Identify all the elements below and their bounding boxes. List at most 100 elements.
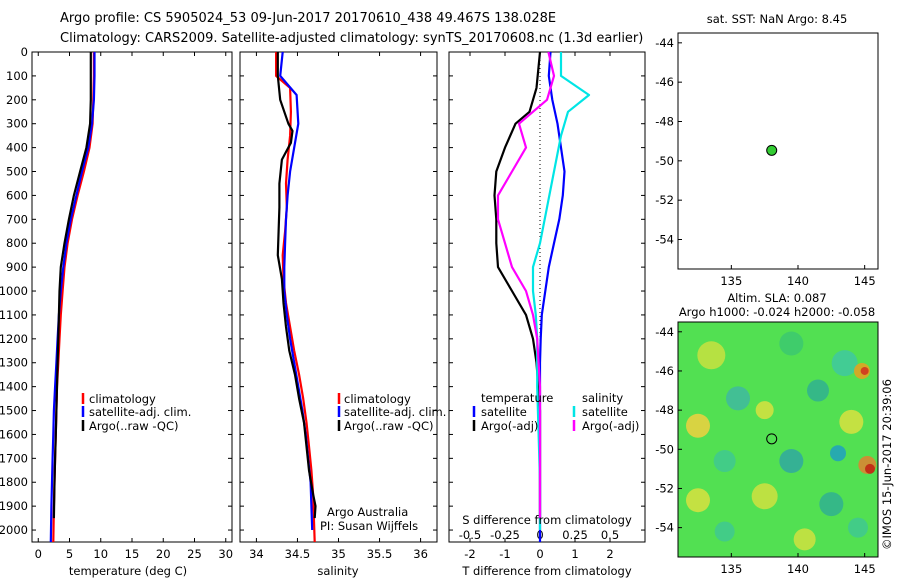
y-tick-label: 300 <box>6 117 28 131</box>
temperature-xlabel: temperature (deg C) <box>69 564 187 578</box>
salinity-legend: climatology satellite-adj. clim. Argo(..… <box>337 392 446 433</box>
sst-map-title: sat. SST: NaN Argo: 8.45 <box>707 12 848 26</box>
y-tick-label: -50 <box>655 442 674 456</box>
y-tick-label: 1700 <box>0 451 28 465</box>
temperature-panel: 0100200300400500600700800900100011001200… <box>0 45 233 561</box>
x-tick-label: 140 <box>787 562 809 576</box>
top-x-tick-label: 0.5 <box>601 528 619 542</box>
heatmap-cell <box>848 517 868 538</box>
series-line <box>496 51 556 519</box>
y-tick-label: -44 <box>655 325 674 339</box>
y-tick-label: 800 <box>6 236 28 250</box>
x-tick-label: 34 <box>249 547 264 561</box>
difference-panel: -2 -1 0 1 2-0.5 -0.25 0 0.25 0.5 <box>448 51 646 561</box>
y-tick-label: 1400 <box>0 380 28 394</box>
series-line <box>538 51 566 542</box>
x-tick-label: 5 <box>66 547 73 561</box>
x-tick-label: 135 <box>720 562 742 576</box>
heatmap-cell <box>714 521 735 542</box>
argo-position-marker <box>766 144 778 156</box>
plot-frame <box>448 51 646 543</box>
y-tick-label: -46 <box>655 75 674 89</box>
x-tick-label: -2 <box>464 547 475 561</box>
x-tick-label: 135 <box>720 274 742 288</box>
sla-map-title-1: Altim. SLA: 0.087 <box>727 291 826 305</box>
legend-label: satellite-adj. clim. <box>89 405 191 419</box>
series-line <box>493 51 542 519</box>
top-x-tick-label: -0.5 <box>459 528 481 542</box>
y-tick-label: 200 <box>6 93 28 107</box>
legend-label: satellite <box>481 405 527 419</box>
heatmap-cell <box>751 483 778 510</box>
map-frame <box>677 321 879 558</box>
y-tick-label: 1900 <box>0 499 28 513</box>
heatmap-cell <box>779 449 804 474</box>
x-tick-label: 145 <box>854 274 876 288</box>
x-tick-label: 30 <box>218 547 233 561</box>
difference-legend: temperature salinity satellite Argo(-adj… <box>472 391 639 433</box>
heatmap-cell <box>807 379 829 402</box>
y-tick-label: 500 <box>6 165 28 179</box>
legend-label: Argo(-adj) <box>481 419 538 433</box>
x-tick-label: 34.5 <box>285 547 311 561</box>
y-tick-label: 400 <box>6 141 28 155</box>
x-tick-label: 140 <box>787 274 809 288</box>
heatmap-cell <box>865 463 875 474</box>
x-tick-label: 2 <box>606 547 613 561</box>
x-tick-label: 36 <box>413 547 428 561</box>
sla-map-panel: 135 140 145 -44 -46 -48 -50 -52 -54 <box>655 321 879 576</box>
series-line <box>276 52 317 519</box>
y-tick-label: -44 <box>655 36 674 50</box>
y-tick-label: 1300 <box>0 356 28 370</box>
heatmap-cell <box>686 413 710 438</box>
legend-title-temperature: temperature <box>481 391 553 405</box>
salinity-panel: 34 34.5 35 35.5 36 <box>239 51 438 561</box>
y-tick-label: -50 <box>655 154 674 168</box>
legend-label: Argo(-adj) <box>582 419 639 433</box>
legend-label: satellite <box>582 405 628 419</box>
legend-label: climatology <box>344 392 411 406</box>
difference-top-xlabel: S difference from climatology <box>462 513 632 527</box>
x-tick-label: -1 <box>499 547 510 561</box>
x-tick-label: 35 <box>331 547 346 561</box>
y-tick-label: 100 <box>6 69 28 83</box>
y-tick-label: -48 <box>655 403 674 417</box>
pi-label: PI: Susan Wijffels <box>320 519 418 533</box>
x-tick-label: 145 <box>854 562 876 576</box>
heatmap-cell <box>713 450 736 473</box>
x-tick-label: 35.5 <box>367 547 393 561</box>
series-line <box>49 52 96 543</box>
top-x-tick-label: -0.25 <box>490 528 520 542</box>
x-tick-label: 25 <box>187 547 202 561</box>
credit-label: ©IMOS 15-Jun-2017 20:39:06 <box>880 379 894 550</box>
top-x-tick-label: 0.25 <box>562 528 588 542</box>
y-tick-label: 2000 <box>0 523 28 537</box>
x-tick-label: 20 <box>156 547 171 561</box>
sla-map-title-2: Argo h1000: -0.024 h2000: -0.058 <box>679 305 875 319</box>
heatmap-cell <box>697 341 726 370</box>
y-tick-label: 0 <box>21 45 28 59</box>
x-tick-label: 15 <box>125 547 140 561</box>
y-tick-label: 1100 <box>0 308 28 322</box>
plot-frame <box>239 51 438 543</box>
y-tick-label: 700 <box>6 212 28 226</box>
heatmap-cell <box>839 409 864 434</box>
legend-label: Argo(..raw -QC) <box>89 419 179 433</box>
heatmap-cell <box>686 488 710 513</box>
map-frame <box>677 32 879 270</box>
y-tick-label: -52 <box>655 481 674 495</box>
heatmap-cell <box>755 401 774 420</box>
legend-label: satellite-adj. clim. <box>344 405 446 419</box>
heatmap-cell <box>830 445 846 462</box>
title-line-1: Argo profile: CS 5905024_53 09-Jun-2017 … <box>60 11 556 26</box>
x-tick-label: 10 <box>93 547 108 561</box>
y-tick-label: -48 <box>655 115 674 129</box>
y-tick-label: 1500 <box>0 404 28 418</box>
x-tick-label: 1 <box>571 547 578 561</box>
y-tick-label: 900 <box>6 260 28 274</box>
difference-xlabel: T difference from climatology <box>461 564 632 578</box>
title-line-2: Climatology: CARS2009. Satellite-adjuste… <box>60 31 643 46</box>
y-tick-label: -46 <box>655 364 674 378</box>
y-tick-label: 1000 <box>0 284 28 298</box>
